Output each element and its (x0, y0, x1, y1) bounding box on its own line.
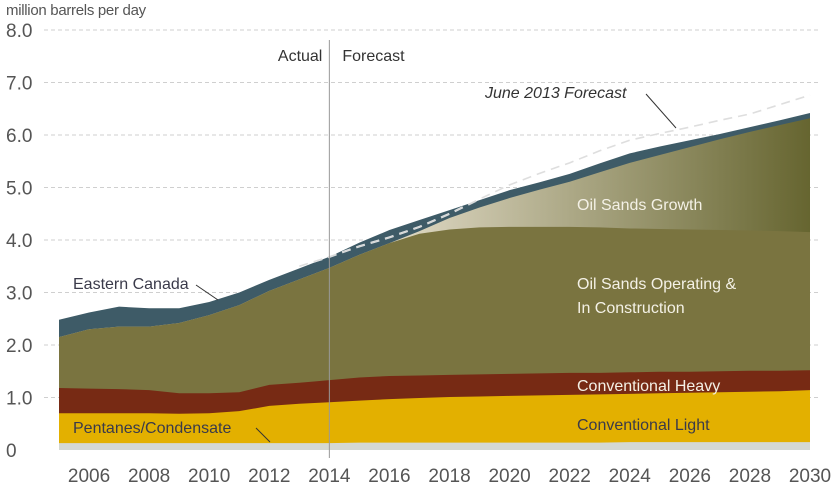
annotation-conventional-light: Conventional Light (577, 417, 710, 434)
label-forecast: Forecast (342, 48, 405, 65)
actual-forecast-divider-group: Actual Forecast (278, 40, 405, 458)
stacked-areas (59, 112, 810, 450)
area-pentanes-condensate (59, 442, 810, 450)
y-axis-unit-label: million barrels per day (6, 2, 146, 19)
annotation-oil-sands-operating: Oil Sands Operating & (577, 276, 737, 293)
y-tick-label: 0 (6, 441, 17, 462)
x-tick-label: 2024 (609, 466, 652, 487)
annotation-eastern-canada: Eastern Canada (73, 276, 189, 293)
x-axis: 2006 2008 2010 2012 2014 2016 2018 2020 2022 2024… (68, 466, 831, 487)
y-tick-label: 2.0 (6, 336, 32, 357)
y-tick-label: 3.0 (6, 284, 32, 305)
annotation-conventional-heavy: Conventional Heavy (577, 378, 720, 395)
leader-pentanes (255, 427, 271, 443)
x-tick-label: 2008 (128, 466, 170, 487)
leader-june-2013 (645, 93, 677, 129)
annotations: Eastern Canada Pentanes/Condensate June … (73, 85, 737, 443)
x-tick-label: 2014 (308, 466, 351, 487)
annotation-oil-sands-growth: Oil Sands Growth (577, 197, 702, 214)
y-axis: 0 1.0 2.0 3.0 4.0 5.0 6.0 7.0 8.0 (6, 21, 32, 462)
label-actual: Actual (278, 48, 322, 65)
y-tick-label: 5.0 (6, 179, 32, 200)
x-tick-label: 2010 (188, 466, 230, 487)
x-tick-label: 2026 (669, 466, 711, 487)
annotation-in-construction: In Construction (577, 300, 685, 317)
y-tick-label: 4.0 (6, 231, 32, 252)
x-tick-label: 2006 (68, 466, 110, 487)
y-tick-label: 1.0 (6, 389, 32, 410)
reference-line-group (298, 94, 811, 268)
x-tick-label: 2028 (729, 466, 771, 487)
y-tick-label: 8.0 (6, 21, 32, 42)
annotation-pentanes: Pentanes/Condensate (73, 420, 231, 437)
y-tick-label: 6.0 (6, 126, 32, 147)
leader-eastern-canada (195, 284, 219, 301)
reference-line-june-2013-forecast-overlay (299, 94, 811, 268)
x-tick-label: 2022 (549, 466, 591, 487)
x-tick-label: 2018 (428, 466, 470, 487)
x-tick-label: 2020 (488, 466, 530, 487)
annotation-june-2013-forecast: June 2013 Forecast (484, 85, 627, 102)
area-conventional-light (59, 390, 810, 450)
x-tick-label: 2012 (248, 466, 290, 487)
y-tick-label: 7.0 (6, 74, 32, 95)
x-tick-label: 2030 (789, 466, 831, 487)
x-tick-label: 2016 (368, 466, 410, 487)
